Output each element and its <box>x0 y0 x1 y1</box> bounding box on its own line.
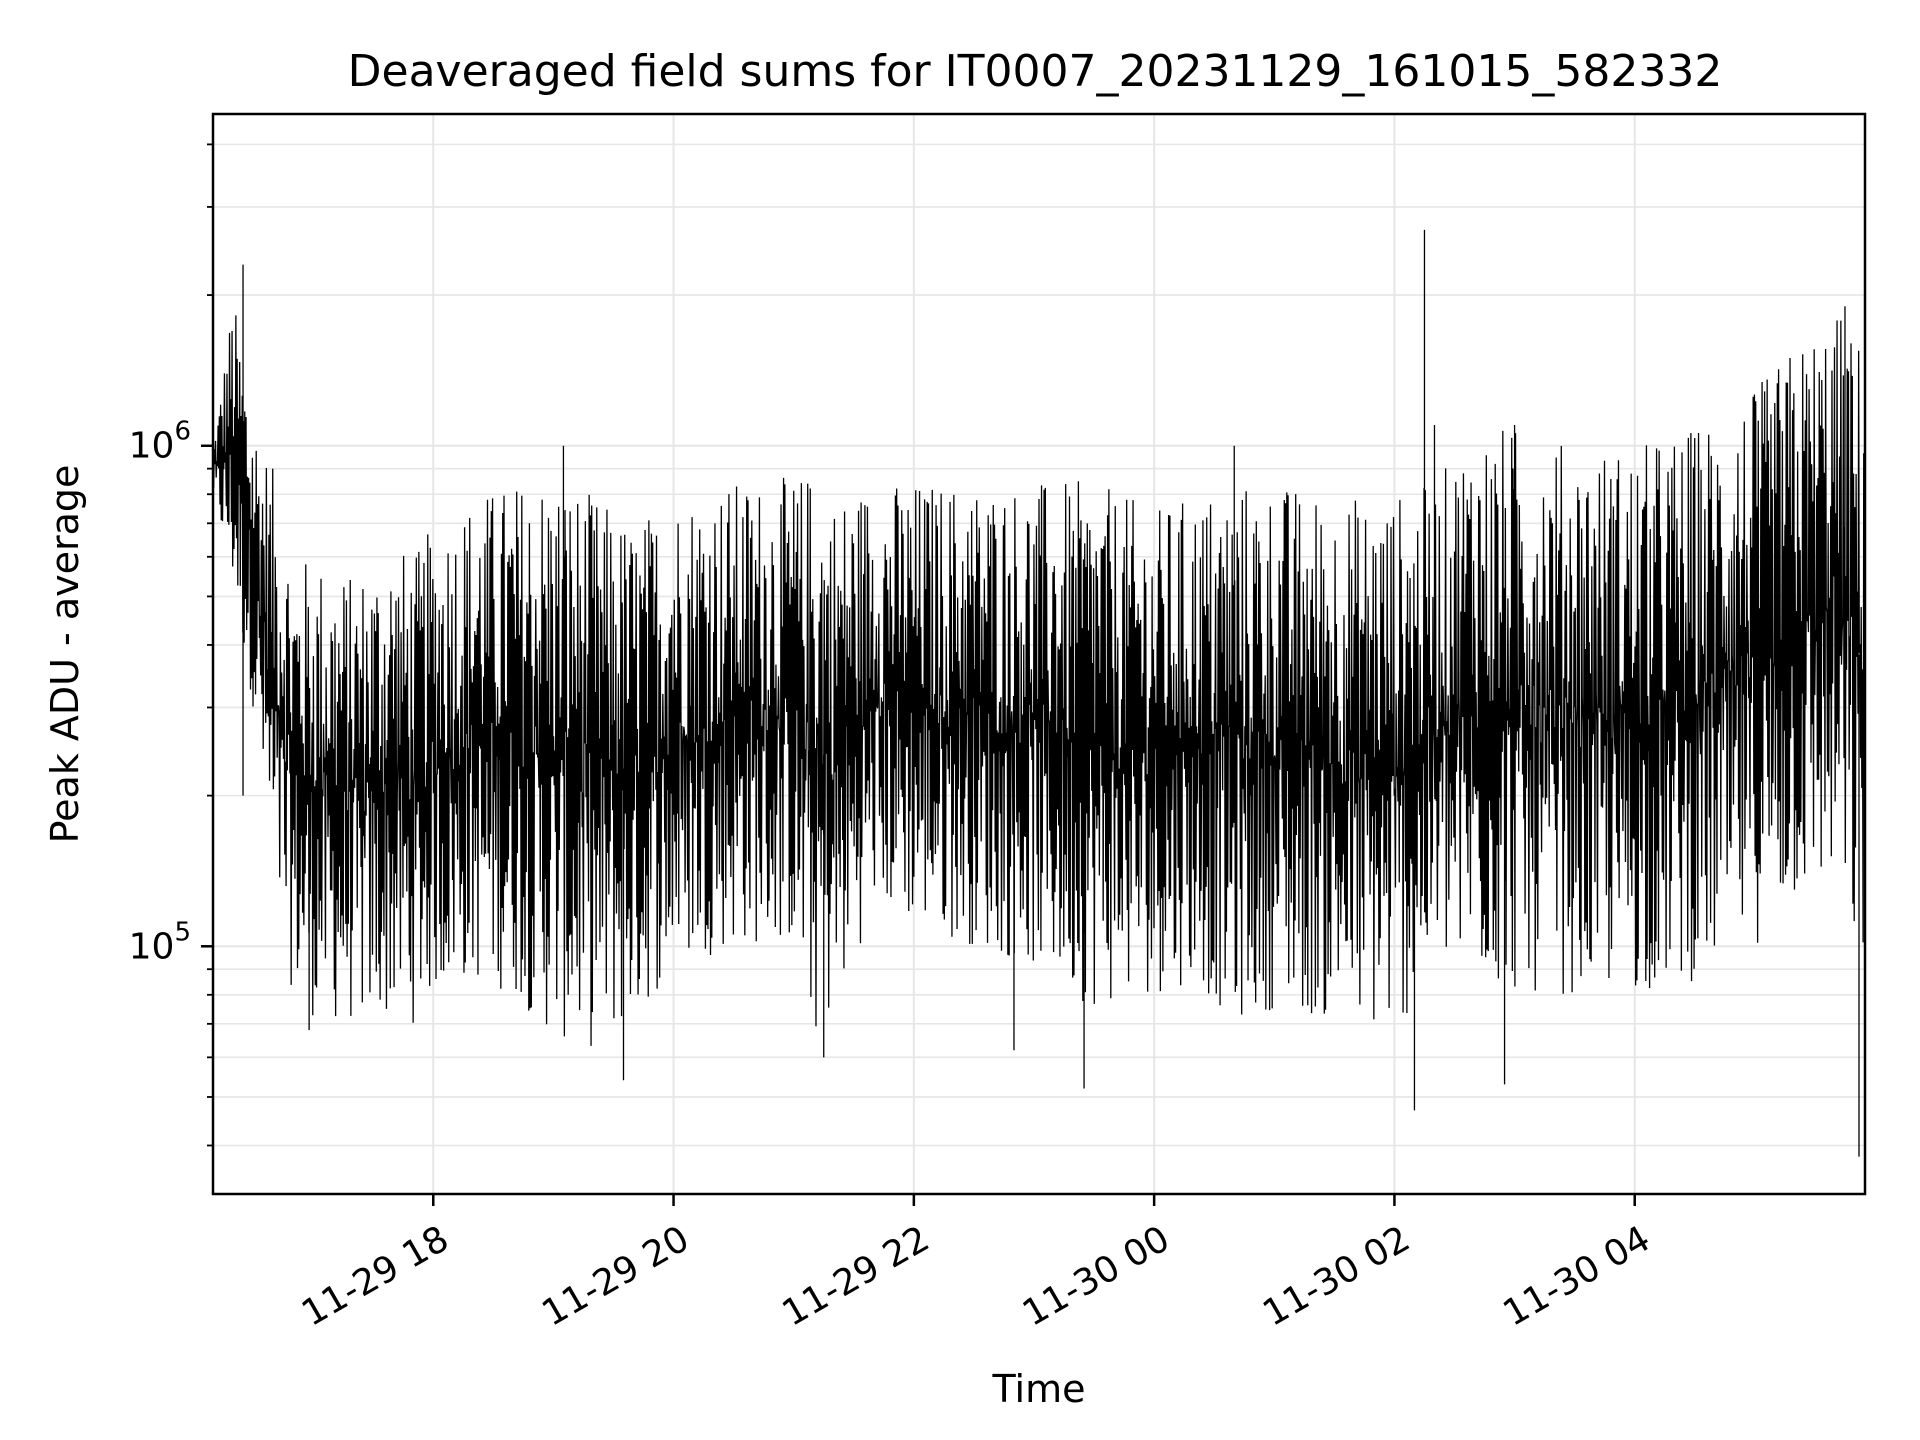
y-tick-exponent: 6 <box>174 417 191 447</box>
y-tick-base: 10 <box>129 426 175 467</box>
y-tick-exponent: 5 <box>174 917 191 947</box>
chart-title: Deaveraged field sums for IT0007_2023112… <box>348 46 1723 97</box>
y-tick-label: 105 <box>129 917 191 967</box>
axes-frame <box>211 112 1867 1196</box>
plot-area <box>212 229 1866 1157</box>
y-tick-label: 106 <box>129 417 191 467</box>
y-axis-label: Peak ADU - average <box>43 465 87 844</box>
series-line <box>212 315 1866 1046</box>
y-tick-base: 10 <box>129 926 175 967</box>
x-axis-label: Time <box>992 1367 1086 1411</box>
